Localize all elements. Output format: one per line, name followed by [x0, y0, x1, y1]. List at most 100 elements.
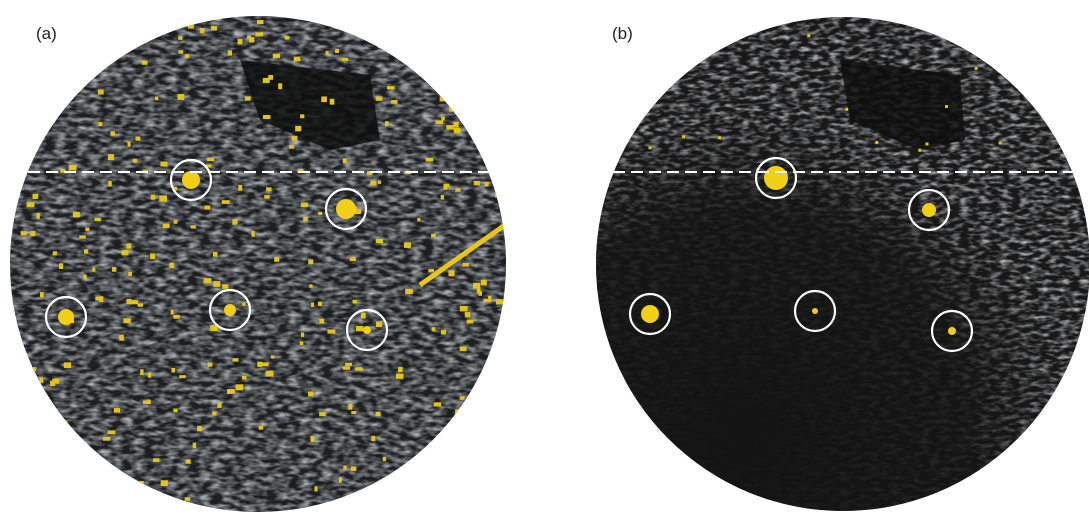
yellow-speck [278, 83, 282, 89]
yellow-speck [459, 61, 465, 66]
yellow-speck [441, 117, 444, 121]
yellow-speck [440, 96, 445, 101]
yellow-speck [217, 402, 221, 407]
yellow-speck [222, 284, 228, 289]
yellow-speck [197, 426, 202, 432]
yellow-speck [345, 363, 352, 366]
yellow-speck [918, 149, 921, 152]
yellow-speck [398, 367, 403, 372]
yellow-speck [98, 90, 104, 95]
yellow-speck [378, 42, 384, 48]
yellow-speck [69, 165, 77, 171]
yellow-speck [257, 20, 264, 24]
yellow-speck [480, 123, 486, 128]
yellow-speck [31, 231, 36, 236]
yellow-speck [480, 85, 486, 90]
yellow-blob [336, 199, 356, 219]
yellow-speck [460, 396, 465, 400]
yellow-speck [465, 312, 471, 317]
yellow-speck [485, 182, 489, 187]
yellow-speck [264, 195, 269, 198]
yellow-speck [300, 114, 304, 118]
yellow-speck [845, 108, 848, 111]
yellow-speck [454, 128, 461, 133]
yellow-speck [311, 302, 314, 306]
yellow-speck [975, 67, 978, 70]
yellow-blob [58, 309, 74, 325]
yellow-speck [109, 22, 114, 28]
yellow-speck [326, 51, 329, 55]
yellow-speck [460, 346, 467, 351]
yellow-speck [213, 252, 218, 257]
yellow-speck [434, 402, 441, 406]
yellow-speck [27, 202, 35, 207]
yellow-speck [443, 487, 448, 491]
yellow-speck [186, 459, 191, 463]
yellow-speck [211, 26, 217, 31]
yellow-speck [137, 303, 143, 306]
yellow-speck [13, 70, 18, 75]
yellow-speck [40, 292, 44, 297]
yellow-speck [247, 35, 251, 38]
yellow-speck [174, 220, 177, 223]
yellow-speck [255, 32, 263, 36]
yellow-speck [343, 158, 347, 163]
yellow-speck [84, 249, 88, 253]
yellow-speck [495, 193, 500, 197]
yellow-speck [396, 374, 404, 379]
yellow-speck [999, 141, 1002, 144]
yellow-speck [94, 218, 100, 221]
yellow-speck [308, 259, 313, 264]
yellow-speck [431, 234, 436, 238]
yellow-speck [245, 96, 251, 100]
yellow-speck [122, 250, 129, 255]
yellow-speck [448, 49, 452, 54]
yellow-speck [140, 369, 143, 375]
panel-label: (b) [612, 24, 633, 43]
yellow-speck [496, 299, 503, 304]
yellow-speck [314, 486, 317, 491]
yellow-speck [70, 44, 74, 49]
yellow-speck [477, 288, 481, 294]
yellow-speck [45, 455, 49, 460]
yellow-speck [356, 326, 363, 331]
yellow-speck [14, 364, 22, 369]
yellow-speck [407, 475, 412, 478]
yellow-speck [18, 45, 25, 50]
yellow-speck [289, 145, 294, 149]
yellow-speck [361, 313, 366, 319]
yellow-speck [449, 107, 454, 112]
yellow-speck [648, 146, 651, 149]
yellow-speck [875, 141, 878, 144]
yellow-speck [429, 21, 433, 25]
yellow-speck [112, 267, 117, 272]
yellow-speck [39, 485, 46, 490]
yellow-speck [481, 280, 487, 286]
yellow-speck [150, 253, 155, 259]
yellow-speck [193, 443, 196, 449]
yellow-speck [73, 212, 80, 217]
yellow-speck [450, 37, 455, 41]
yellow-speck [74, 50, 79, 54]
yellow-speck [59, 420, 67, 423]
yellow-speck [460, 306, 468, 311]
yellow-speck [83, 274, 87, 278]
yellow-speck [212, 412, 216, 416]
yellow-speck [130, 300, 138, 304]
yellow-speck [257, 362, 262, 367]
yellow-speck [319, 412, 326, 416]
yellow-speck [453, 122, 458, 128]
yellow-speck [319, 319, 324, 324]
yellow-speck [473, 283, 480, 289]
yellow-speck [462, 263, 468, 267]
yellow-speck [155, 96, 159, 100]
panel-a-image [10, 16, 506, 512]
yellow-blob [812, 308, 818, 314]
panel-b-image [596, 17, 1089, 511]
yellow-speck [318, 212, 322, 215]
yellow-speck [236, 384, 244, 390]
yellow-speck [127, 141, 130, 146]
yellow-speck [110, 131, 115, 135]
yellow-speck [500, 167, 506, 172]
yellow-speck [380, 499, 385, 502]
